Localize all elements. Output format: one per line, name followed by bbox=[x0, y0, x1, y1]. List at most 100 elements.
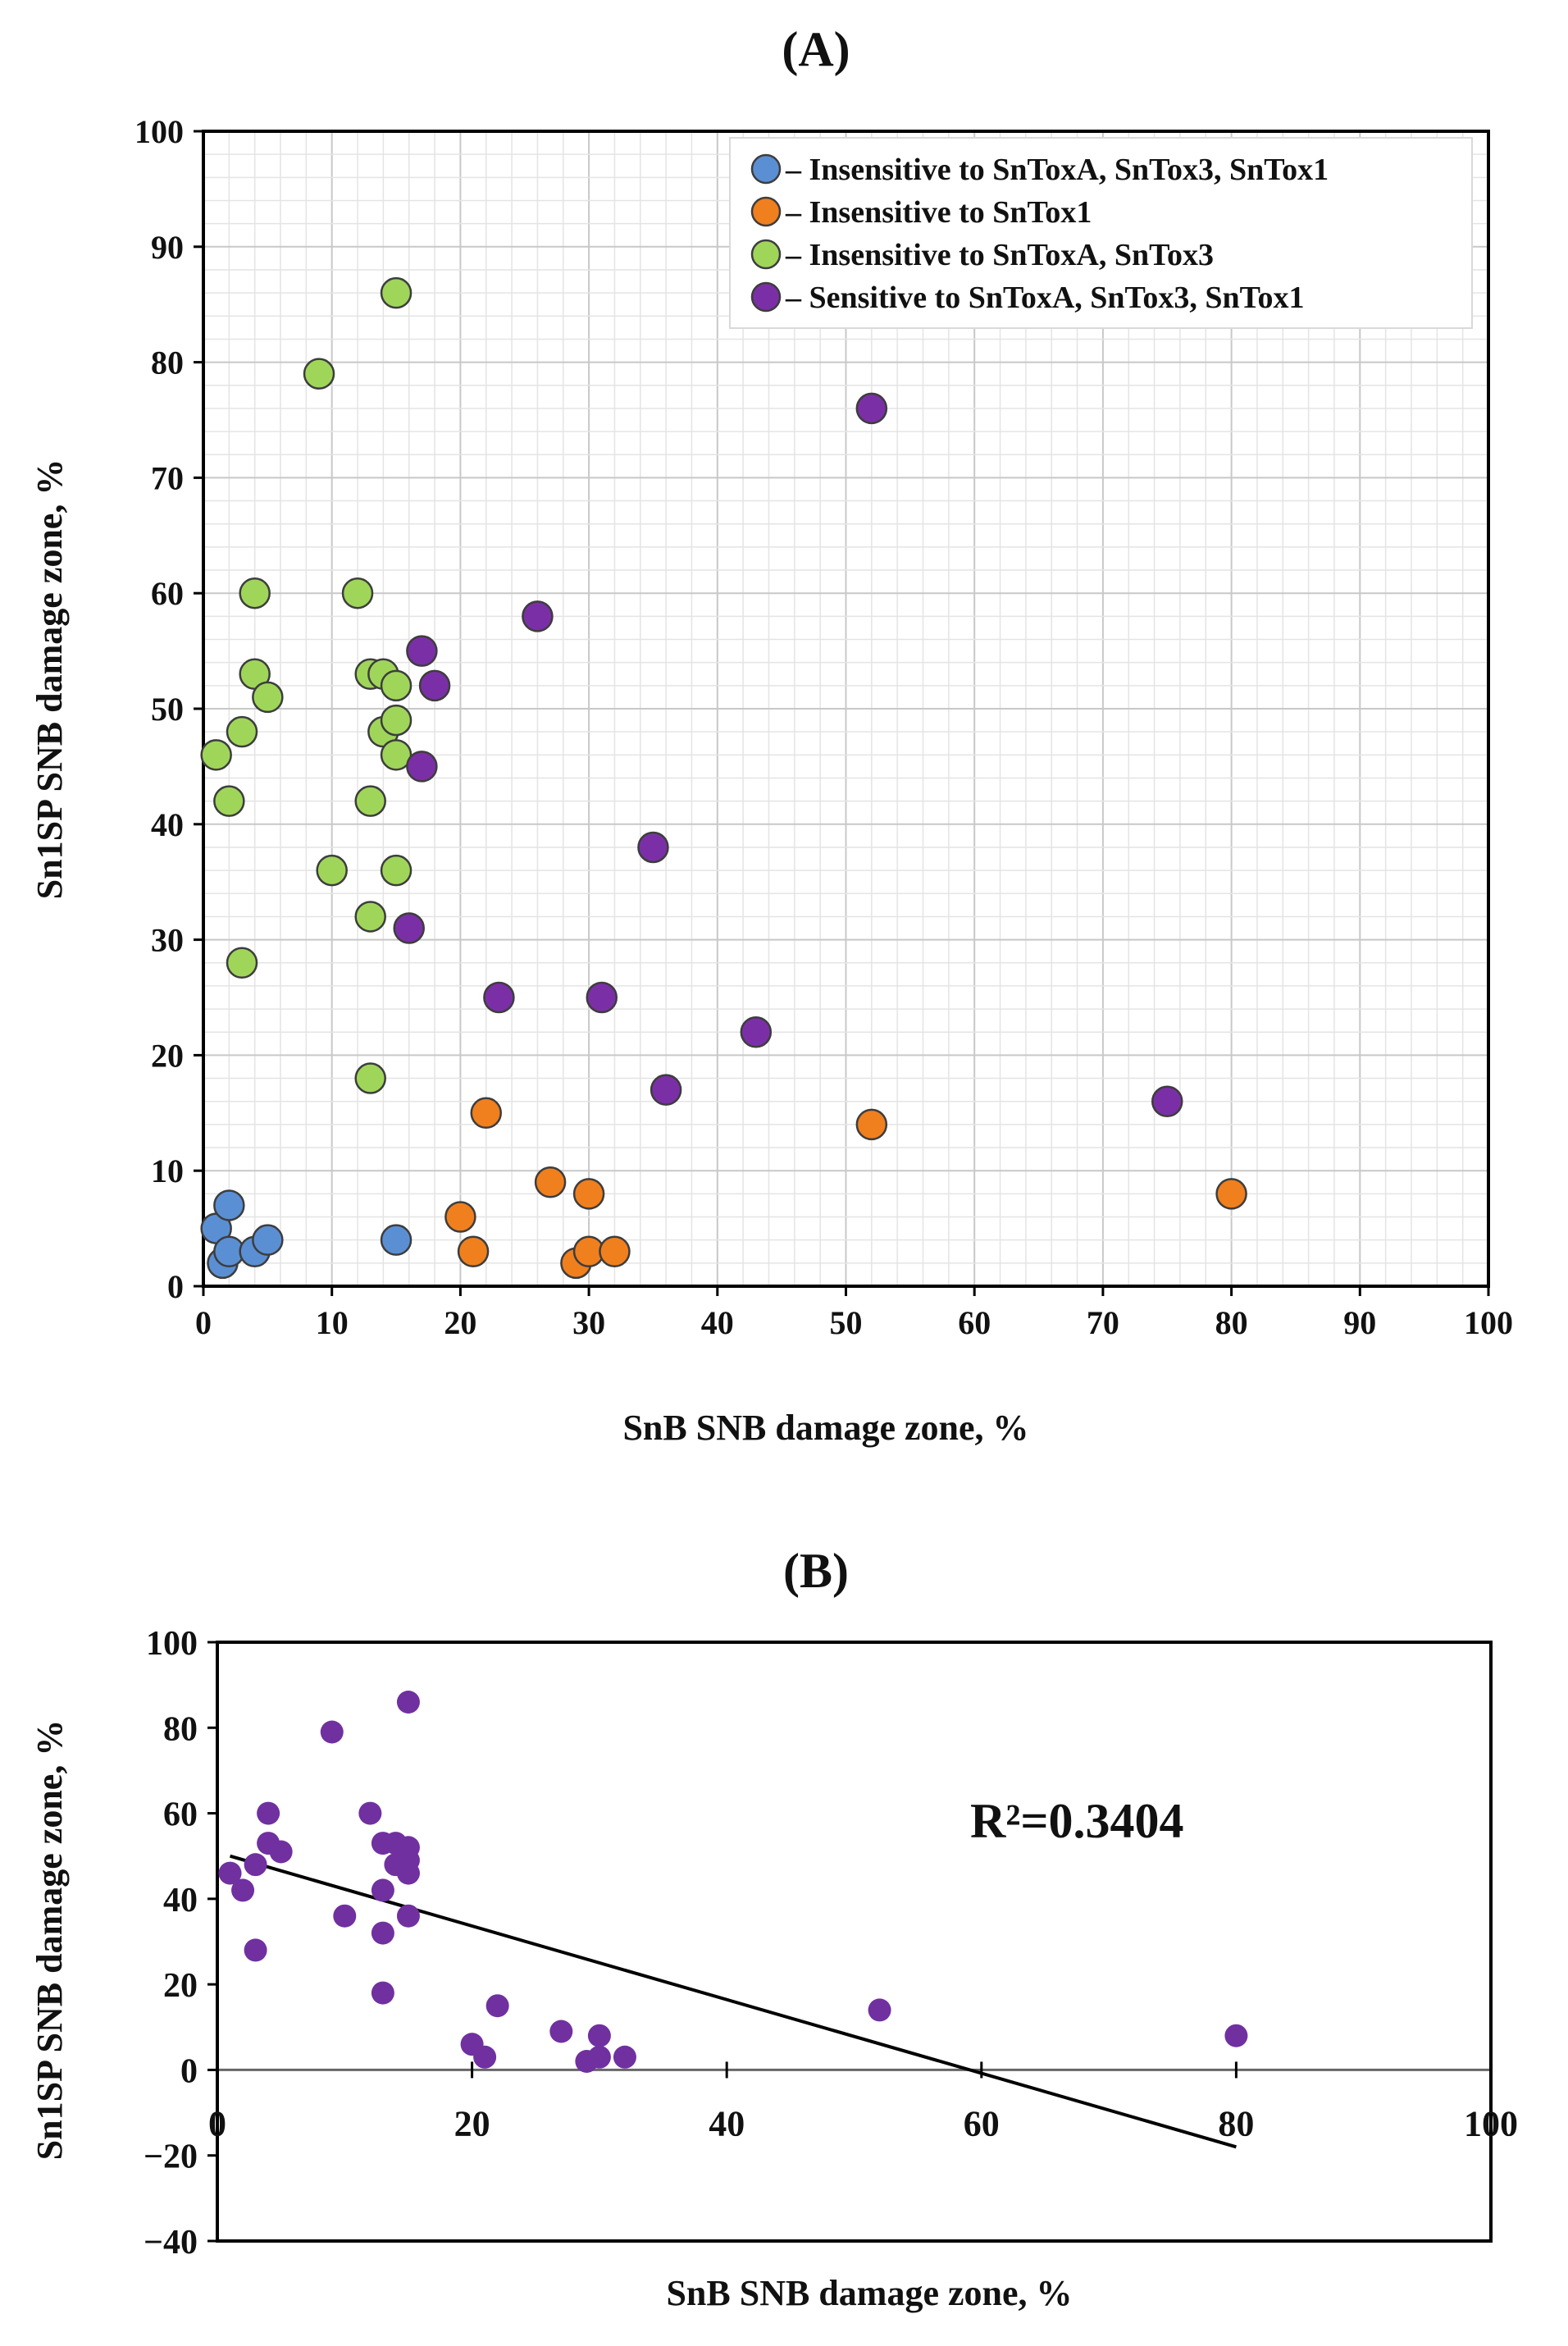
data-point bbox=[613, 2045, 636, 2069]
y-tick-label: 20 bbox=[151, 1037, 184, 1074]
data-point-series-3 bbox=[303, 358, 335, 390]
x-tick-label: 20 bbox=[454, 2103, 490, 2143]
panel-a-title: (A) bbox=[782, 22, 850, 76]
y-tick-label: 40 bbox=[163, 1882, 198, 1919]
data-point-series-1 bbox=[380, 1224, 413, 1256]
x-tick-label: 40 bbox=[701, 1304, 734, 1341]
data-point-series-3 bbox=[354, 785, 386, 817]
x-tick-label: 10 bbox=[316, 1304, 349, 1341]
y-tick-label: −40 bbox=[144, 2224, 198, 2262]
panel-b-ticks: 0 20 40 60 80 100 −40 −20 0 20 40 60 80 100 bbox=[144, 1625, 1518, 2262]
x-tick-label: 100 bbox=[1464, 1304, 1513, 1341]
legend-box bbox=[729, 137, 1473, 329]
data-point-series-4 bbox=[740, 1016, 773, 1048]
data-point-series-3 bbox=[380, 669, 413, 702]
data-point bbox=[257, 1801, 280, 1825]
panel-b-chart: 0 20 40 60 80 100 −40 −20 0 20 40 60 80 100 bbox=[144, 1625, 1518, 2262]
y-tick-label: −20 bbox=[144, 2138, 198, 2176]
data-point-series-3 bbox=[354, 1062, 386, 1094]
panel-a-chart: 0 10 20 30 40 50 60 70 80 90 100 0 10 20 30 40 50 60 70 80 9… bbox=[134, 113, 1513, 1341]
legend-marker bbox=[750, 239, 782, 270]
data-point-series-1 bbox=[252, 1224, 284, 1256]
data-point-series-4 bbox=[406, 751, 438, 783]
y-tick-label: 70 bbox=[151, 459, 184, 496]
panel-b-title: (B) bbox=[783, 1544, 849, 1598]
y-tick-label: 100 bbox=[146, 1625, 198, 1663]
x-tick-label: 80 bbox=[1215, 1304, 1248, 1341]
data-point-series-2 bbox=[444, 1201, 476, 1233]
data-point bbox=[485, 1994, 509, 2018]
data-point-series-2 bbox=[457, 1235, 490, 1268]
data-point bbox=[371, 1878, 394, 1902]
legend-marker bbox=[750, 153, 782, 185]
data-point bbox=[396, 1861, 420, 1885]
panel-b-frame bbox=[216, 1641, 1493, 2243]
data-point bbox=[473, 2045, 497, 2069]
y-tick-label: 100 bbox=[134, 113, 184, 150]
data-point-series-4 bbox=[637, 831, 669, 864]
data-point-series-4 bbox=[586, 981, 618, 1014]
data-point-series-3 bbox=[380, 854, 413, 887]
y-tick-label: 90 bbox=[151, 229, 184, 266]
data-point-series-4 bbox=[1151, 1085, 1183, 1117]
data-point bbox=[244, 1853, 267, 1877]
data-point bbox=[358, 1801, 382, 1825]
panel-b-xlabel: SnB SNB damage zone, % bbox=[666, 2273, 1072, 2313]
x-tick-label: 50 bbox=[830, 1304, 863, 1341]
data-point-series-3 bbox=[200, 739, 232, 771]
data-point-series-3 bbox=[213, 785, 245, 817]
data-point-series-4 bbox=[418, 669, 451, 702]
data-point-series-4 bbox=[483, 981, 515, 1014]
panel-b-ylabel: Sn1SP SNB damage zone, % bbox=[30, 1720, 70, 2161]
data-point bbox=[269, 1840, 293, 1864]
data-point-series-2 bbox=[599, 1235, 631, 1268]
data-point bbox=[244, 1938, 267, 1962]
data-point-series-2 bbox=[534, 1166, 567, 1198]
panel-a-xlabel: SnB SNB damage zone, % bbox=[622, 1408, 1028, 1448]
data-point-series-4 bbox=[522, 600, 554, 632]
legend-marker bbox=[750, 196, 782, 227]
data-point-series-3 bbox=[380, 704, 413, 737]
y-tick-label: 40 bbox=[151, 806, 184, 843]
data-point bbox=[371, 1921, 394, 1945]
data-point-series-4 bbox=[855, 392, 888, 425]
data-point-series-3 bbox=[354, 901, 386, 933]
x-tick-label: 0 bbox=[208, 2103, 226, 2143]
panel-a-ticks: 0 10 20 30 40 50 60 70 80 90 100 0 10 20 30 40 50 60 70 80 9… bbox=[134, 113, 1513, 1341]
panel-a-points bbox=[200, 276, 1247, 1280]
y-tick-label: 0 bbox=[167, 1268, 184, 1305]
data-point-series-3 bbox=[316, 854, 348, 887]
data-point-series-2 bbox=[470, 1097, 502, 1130]
legend-label: – Sensitive to SnToxA, SnTox3, SnTox1 bbox=[785, 281, 1305, 315]
panel-b-trendline bbox=[229, 1854, 1237, 2149]
panel-a-ylabel: Sn1SP SNB damage zone, % bbox=[30, 459, 70, 900]
data-point-series-3 bbox=[252, 681, 284, 714]
data-point bbox=[320, 1720, 344, 1744]
data-point bbox=[587, 2045, 611, 2069]
x-tick-label: 40 bbox=[709, 2103, 745, 2143]
data-point bbox=[218, 1861, 242, 1885]
data-point bbox=[396, 1904, 420, 1928]
x-tick-label: 100 bbox=[1464, 2103, 1518, 2143]
x-tick-label: 60 bbox=[958, 1304, 991, 1341]
data-point-series-4 bbox=[650, 1074, 682, 1106]
y-tick-label: 60 bbox=[163, 1796, 198, 1834]
y-tick-label: 0 bbox=[180, 2052, 198, 2090]
x-tick-label: 0 bbox=[195, 1304, 212, 1341]
legend-label: – Insensitive to SnToxA, SnTox3 bbox=[785, 238, 1214, 272]
y-tick-label: 80 bbox=[151, 345, 184, 381]
data-point bbox=[396, 1691, 420, 1714]
data-point bbox=[333, 1904, 357, 1928]
y-tick-label: 10 bbox=[151, 1152, 184, 1189]
legend-label: – Insensitive to SnToxA, SnTox3, SnTox1 bbox=[785, 153, 1329, 187]
data-point-series-3 bbox=[380, 739, 413, 771]
x-tick-label: 30 bbox=[572, 1304, 605, 1341]
panel-b-annotation: R²=0.3404 bbox=[970, 1794, 1184, 1848]
y-tick-label: 30 bbox=[151, 922, 184, 959]
data-point-series-3 bbox=[341, 577, 374, 609]
data-point bbox=[231, 1878, 255, 1902]
data-point-series-1 bbox=[213, 1189, 245, 1221]
data-point-series-3 bbox=[380, 276, 413, 309]
data-point-series-3 bbox=[239, 577, 271, 609]
